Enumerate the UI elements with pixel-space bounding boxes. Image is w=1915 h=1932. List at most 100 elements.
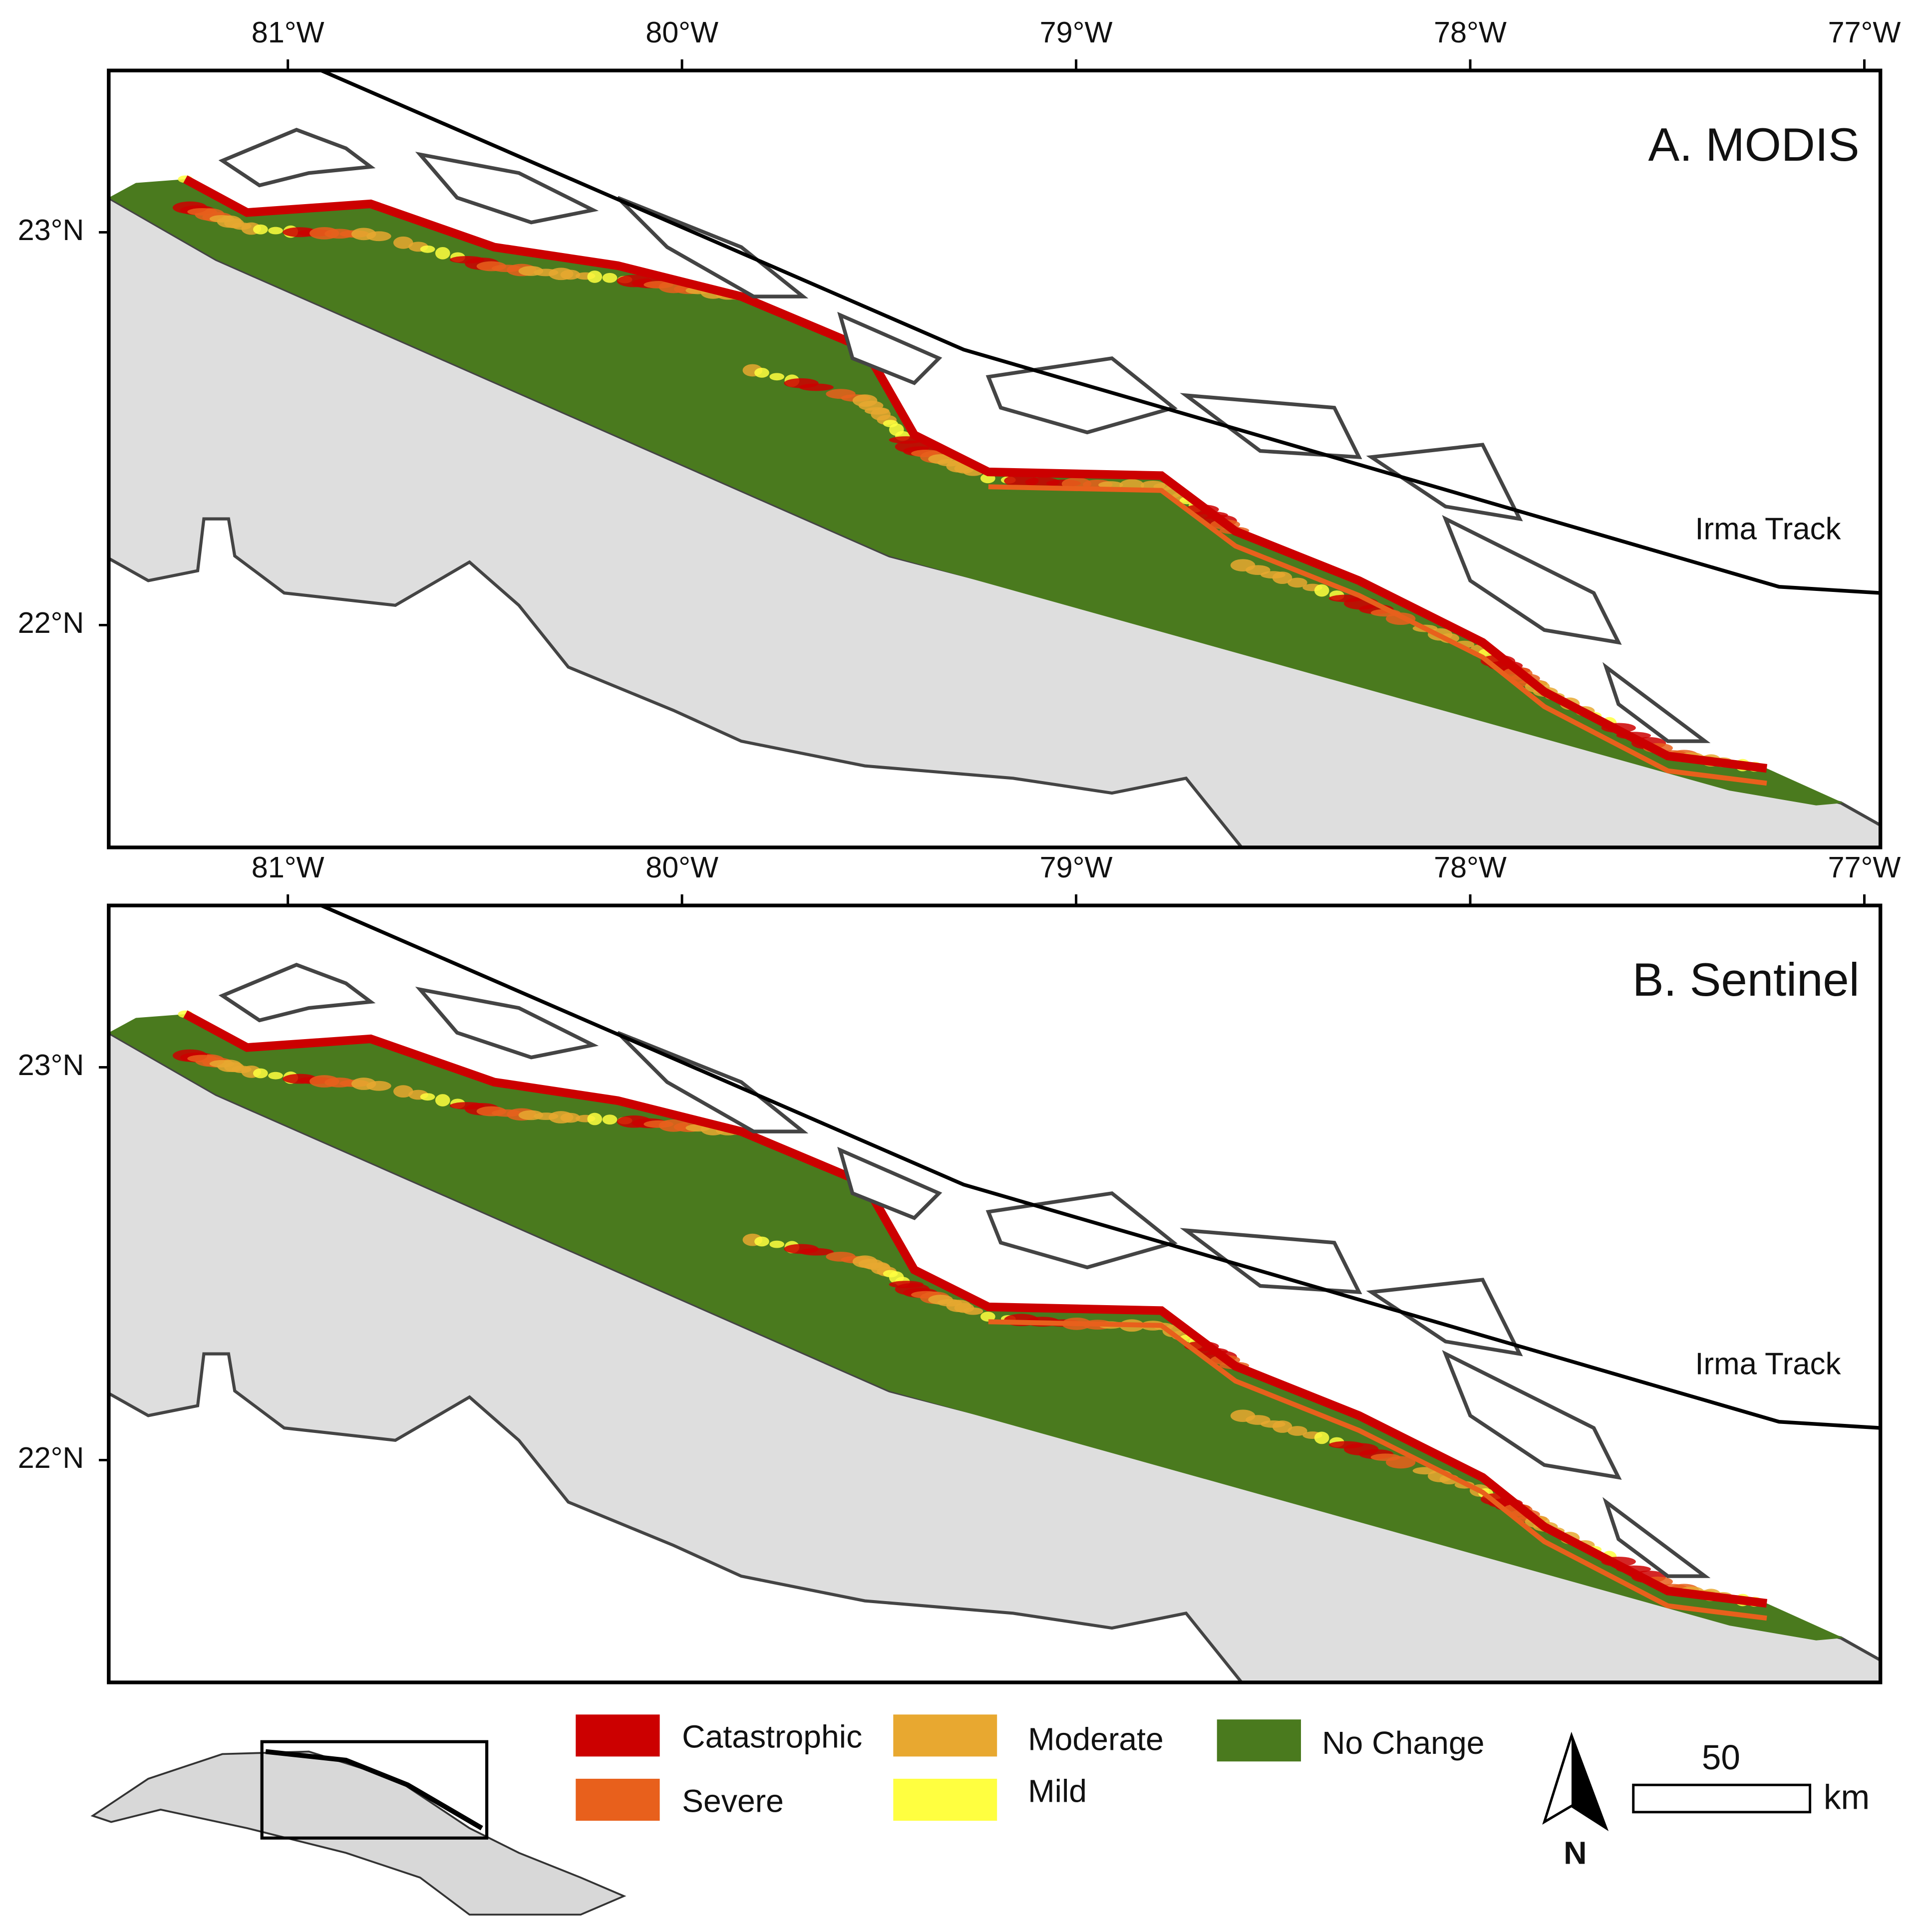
damage-patch bbox=[754, 1236, 769, 1247]
damage-patch bbox=[954, 1303, 974, 1313]
damage-area bbox=[108, 179, 1844, 806]
north-label: N bbox=[1564, 1835, 1587, 1871]
damage-patch bbox=[871, 408, 891, 421]
damage-patch bbox=[1370, 1453, 1401, 1461]
damage-patch bbox=[1004, 475, 1039, 487]
legend-swatch bbox=[893, 1778, 997, 1821]
damage-patch bbox=[1098, 481, 1123, 489]
panel-title: A. MODIS bbox=[1648, 118, 1859, 171]
damage-patch bbox=[309, 1075, 339, 1088]
map-content bbox=[108, 905, 1881, 1682]
latitude-label: 23°N bbox=[18, 1048, 84, 1082]
damage-patch bbox=[643, 281, 673, 288]
damage-patch bbox=[224, 1062, 244, 1073]
damage-patch bbox=[449, 1102, 485, 1109]
damage-patch bbox=[449, 256, 485, 264]
legend-label: Moderate bbox=[1028, 1721, 1164, 1757]
cay bbox=[1602, 1497, 1711, 1578]
damage-patch bbox=[889, 1281, 924, 1289]
cay bbox=[415, 151, 599, 225]
map-frame bbox=[107, 903, 1883, 1684]
inset-cuba bbox=[90, 1750, 627, 1916]
scale-bar bbox=[1632, 1783, 1812, 1814]
damage-patch bbox=[1287, 1426, 1307, 1436]
damage-patch bbox=[769, 373, 785, 381]
map-frame bbox=[107, 68, 1883, 849]
cay bbox=[985, 356, 1178, 435]
damage-area bbox=[108, 1014, 1844, 1641]
longitude-label: 78°W bbox=[1434, 15, 1507, 49]
cay bbox=[616, 1031, 809, 1133]
cay bbox=[1602, 662, 1711, 743]
cay bbox=[837, 311, 943, 385]
track-label: Irma Track bbox=[1695, 1347, 1841, 1381]
panel-title: B. Sentinel bbox=[1632, 953, 1860, 1006]
latitude-label: 23°N bbox=[18, 213, 84, 247]
cay bbox=[415, 986, 599, 1060]
cay bbox=[1366, 443, 1523, 522]
damage-patch bbox=[852, 1255, 878, 1268]
legend-swatch bbox=[1217, 1719, 1301, 1762]
damage-patch bbox=[980, 1312, 995, 1322]
cay bbox=[616, 196, 809, 298]
damage-patch bbox=[435, 247, 450, 260]
damage-patch bbox=[928, 1295, 953, 1305]
damage-patch bbox=[476, 261, 507, 272]
cay bbox=[218, 963, 376, 1023]
damage-patch bbox=[784, 1244, 819, 1254]
longitude-label: 81°W bbox=[252, 15, 324, 49]
damage-edge bbox=[988, 1319, 1767, 1621]
scale-unit: km bbox=[1824, 1777, 1870, 1816]
legend-label: Catastrophic bbox=[682, 1719, 862, 1755]
damage-patch bbox=[826, 389, 856, 399]
irma-track bbox=[320, 70, 1881, 595]
legend-swatch bbox=[576, 1714, 660, 1757]
damage-patch bbox=[351, 228, 376, 241]
damage-patch bbox=[518, 1110, 544, 1120]
legend-label: Severe bbox=[682, 1783, 784, 1819]
damage-patch bbox=[883, 420, 898, 428]
damage-patch bbox=[587, 1112, 603, 1125]
cay bbox=[1442, 515, 1622, 645]
damage-patch bbox=[187, 208, 217, 216]
legend-label: Mild bbox=[1028, 1773, 1087, 1809]
longitude-label: 79°W bbox=[1040, 850, 1113, 884]
damage-edge bbox=[988, 484, 1767, 786]
damage-patch bbox=[393, 236, 413, 249]
damage-patch bbox=[420, 1093, 435, 1101]
damage-patch bbox=[852, 394, 878, 407]
damage-patch bbox=[253, 224, 268, 235]
cay bbox=[1180, 1228, 1362, 1294]
damage-patch bbox=[587, 271, 603, 283]
damage-patch bbox=[420, 245, 435, 253]
damage-patch bbox=[518, 266, 544, 276]
damage-patch bbox=[784, 378, 819, 388]
legend-label: No Change bbox=[1322, 1725, 1484, 1761]
cay bbox=[1366, 1278, 1523, 1357]
damage-patch bbox=[224, 218, 244, 229]
cay bbox=[218, 128, 376, 188]
cay bbox=[1180, 393, 1362, 459]
damage-patch bbox=[602, 1114, 618, 1125]
longitude-label: 77°W bbox=[1828, 850, 1901, 884]
damage-patch bbox=[1287, 577, 1307, 588]
legend-swatch bbox=[576, 1778, 660, 1821]
longitude-label: 80°W bbox=[645, 850, 718, 884]
longitude-label: 79°W bbox=[1040, 15, 1113, 49]
damage-patch bbox=[617, 275, 651, 287]
damage-patch bbox=[1272, 1420, 1292, 1433]
damage-patch bbox=[187, 1055, 217, 1063]
map-panel: B. Sentinel Irma Track 81°W 80°W 79°W 78°W 77°… bbox=[18, 850, 1901, 1684]
map-panel: A. MODIS Irma Track 81°W 80°W 79°W 78°W 77°W 23… bbox=[18, 15, 1901, 849]
damage-patch bbox=[560, 1112, 581, 1123]
damage-patch bbox=[283, 1074, 318, 1084]
inset-coast bbox=[265, 1749, 483, 1831]
damage-patch bbox=[283, 227, 318, 238]
damage-patch bbox=[435, 1094, 450, 1106]
damage-patch bbox=[617, 1115, 651, 1128]
damage-patch bbox=[1314, 584, 1329, 597]
latitude-label: 22°N bbox=[18, 606, 84, 639]
damage-patch bbox=[1328, 594, 1364, 602]
damage-patch bbox=[643, 1120, 673, 1128]
